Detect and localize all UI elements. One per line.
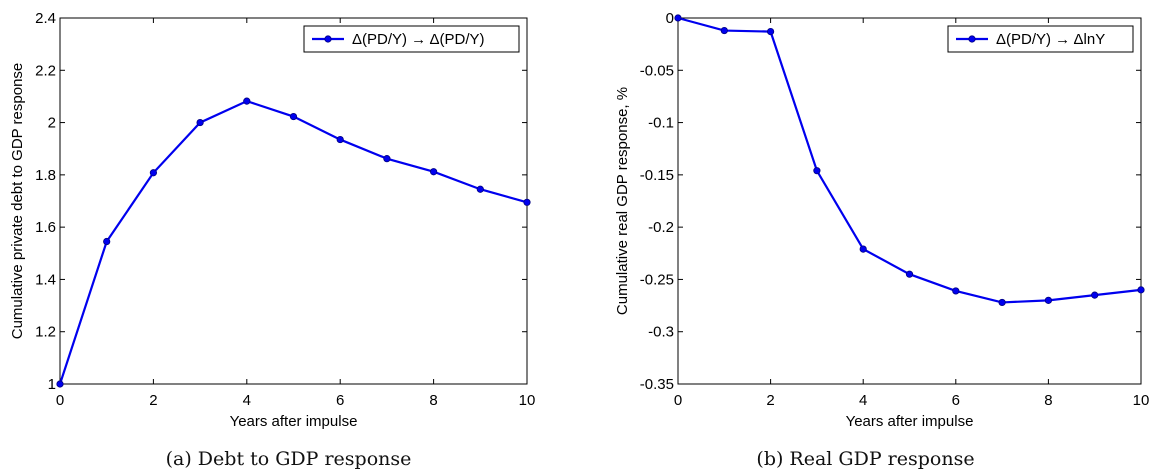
chart-a-y-tick-label: 1.2 xyxy=(35,324,56,341)
chart-b-legend-marker xyxy=(968,35,976,43)
chart-b-data-point xyxy=(905,270,914,278)
chart-b-data-point xyxy=(813,167,821,175)
chart-b-data-point xyxy=(674,14,682,22)
chart-b-data-point xyxy=(720,26,728,35)
chart-b-y-axis-label: Cumulative real GDP response, % xyxy=(614,87,631,315)
chart-b-y-tick-label: -0.1 xyxy=(648,115,674,132)
chart-a-y-tick-label: 1 xyxy=(48,376,56,393)
chart-b-x-tick-label: 4 xyxy=(859,392,867,409)
chart-a-x-tick-label: 0 xyxy=(56,392,64,409)
chart-a-y-tick-label: 2.4 xyxy=(35,10,56,27)
chart-b-data-point xyxy=(998,298,1006,307)
chart-b-y-tick-label: 0 xyxy=(666,10,674,27)
chart-a-y-tick-label: 1.8 xyxy=(35,167,56,184)
chart-b-axes-box xyxy=(677,17,1142,385)
chart-b-x-tick-label: 6 xyxy=(952,392,960,409)
chart-b-data-point xyxy=(1044,296,1052,304)
chart-a-data-point xyxy=(383,155,391,163)
chart-a-data-point xyxy=(289,112,298,121)
chart-b-y-tick-label: -0.2 xyxy=(648,219,674,236)
chart-b-x-tick-label: 10 xyxy=(1133,392,1150,409)
chart-b-y-tick-label: -0.05 xyxy=(640,62,674,79)
chart-a-axes-box xyxy=(59,17,528,385)
chart-b-svg: 0 2 4 6 8 10 0 -0.05 -0.1 -0.15 -0.2 -0.25 -0.3 -0.35… xyxy=(614,10,1150,430)
chart-a-data-point xyxy=(523,198,531,206)
chart-b-data-point xyxy=(1091,291,1099,299)
chart-a-panel: 0 2 4 6 8 10 1 1.2 1.4 1.6 1.8 2 2.2 2.4 Years after i… xyxy=(9,10,536,470)
chart-b-y-tick-label: -0.15 xyxy=(640,167,674,184)
chart-a-y-tick-label: 2.2 xyxy=(35,62,56,79)
chart-a-x-tick-label: 8 xyxy=(429,392,437,409)
chart-b-data-point xyxy=(767,27,775,36)
chart-b-series-line xyxy=(677,16,1142,304)
chart-b-x-axis-label: Years after impulse xyxy=(846,413,974,430)
chart-a-x-tick-label: 4 xyxy=(243,392,251,409)
chart-b-caption: (b) Real GDP response xyxy=(756,448,975,470)
chart-a-legend-marker xyxy=(324,35,332,43)
chart-a-x-axis-label: Years after impulse xyxy=(230,413,358,430)
chart-a-data-point xyxy=(243,97,251,105)
chart-b-data-point xyxy=(952,287,960,295)
chart-b-panel: 0 2 4 6 8 10 0 -0.05 -0.1 -0.15 -0.2 -0.25 -0.3 -0.35… xyxy=(577,0,1154,474)
chart-a-data-point xyxy=(149,169,157,177)
chart-b-y-tick-label: -0.3 xyxy=(648,324,674,341)
chart-a-data-point xyxy=(196,118,204,127)
chart-b-x-tick-label: 8 xyxy=(1044,392,1052,409)
chart-a-data-point xyxy=(103,237,111,246)
chart-a-data-point xyxy=(429,168,438,176)
chart-a-y-tick-label: 2 xyxy=(48,115,56,132)
chart-a-data-point xyxy=(336,135,344,144)
chart-a-caption: (a) Debt to GDP response xyxy=(165,448,412,470)
chart-b-data-point xyxy=(859,245,867,253)
chart-b-x-tick-label: 0 xyxy=(674,392,682,409)
chart-a-data-point xyxy=(476,185,484,193)
chart-b-y-tick-label: -0.25 xyxy=(640,271,674,288)
chart-a-y-tick-label: 1.4 xyxy=(35,271,56,288)
chart-a-y-axis-label: Cumulative private debt to GDP response xyxy=(9,63,26,340)
chart-a-series-line xyxy=(58,99,528,385)
chart-a-x-tick-label: 6 xyxy=(336,392,344,409)
chart-a-data-point xyxy=(56,380,64,388)
chart-b-data-point xyxy=(1137,286,1145,294)
chart-b-x-tick-label: 2 xyxy=(766,392,774,409)
chart-a-svg: 0 2 4 6 8 10 1 1.2 1.4 1.6 1.8 2 2.2 2.4 Years after i… xyxy=(9,10,536,430)
chart-a-x-tick-label: 10 xyxy=(519,392,536,409)
chart-b-legend-label: Δ(PD/Y) → ΔlnY xyxy=(996,31,1105,48)
chart-b-y-tick-label: -0.35 xyxy=(640,376,674,393)
chart-a-x-tick-label: 2 xyxy=(149,392,157,409)
chart-a-legend-label: Δ(PD/Y) → Δ(PD/Y) xyxy=(352,31,485,48)
chart-a-y-tick-label: 1.6 xyxy=(35,219,56,236)
